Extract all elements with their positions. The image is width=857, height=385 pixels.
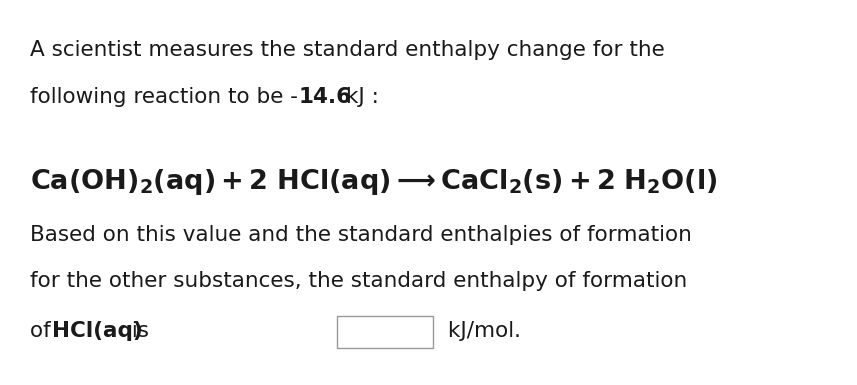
Text: is: is — [125, 321, 149, 341]
Text: 14.6: 14.6 — [298, 87, 351, 107]
Text: HCl(aq): HCl(aq) — [52, 321, 143, 341]
Text: $\mathbf{Ca(OH)_2(aq) + 2\ HCl(aq){\longrightarrow}CaCl_2(s) + 2\ H_2O(l)}$: $\mathbf{Ca(OH)_2(aq) + 2\ HCl(aq){\long… — [30, 167, 717, 198]
Text: kJ :: kJ : — [339, 87, 380, 107]
Text: A scientist measures the standard enthalpy change for the: A scientist measures the standard enthal… — [30, 40, 665, 60]
Text: for the other substances, the standard enthalpy of formation: for the other substances, the standard e… — [30, 271, 687, 291]
Text: kJ/mol.: kJ/mol. — [441, 321, 521, 341]
Text: following reaction to be -: following reaction to be - — [30, 87, 298, 107]
Text: of: of — [30, 321, 57, 341]
Text: Based on this value and the standard enthalpies of formation: Based on this value and the standard ent… — [30, 225, 692, 245]
